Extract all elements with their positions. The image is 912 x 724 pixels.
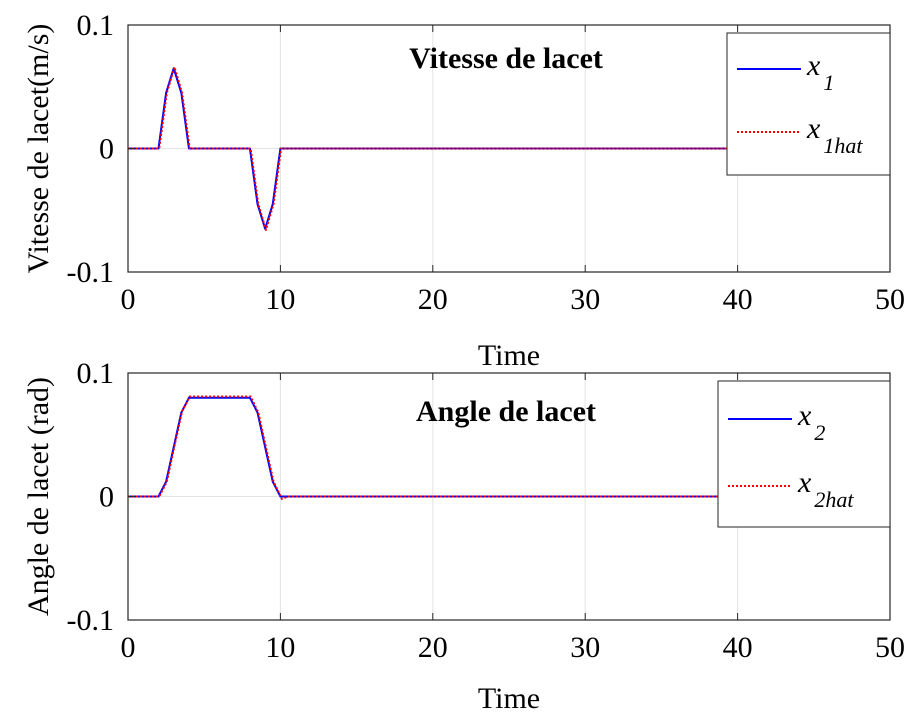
legend-subscript: 1hat: [823, 133, 863, 158]
legend-entry-x2: x2: [797, 399, 825, 445]
series-line-x1hat: [128, 65, 890, 232]
legend-base: x: [806, 49, 821, 82]
y-tick-label: -0.1: [67, 256, 115, 289]
legend-subscript: 2: [814, 420, 825, 445]
y-tick-label: 0.1: [77, 357, 115, 390]
chart-title: Angle de lacet: [416, 395, 596, 428]
x-tick-label: 10: [265, 283, 295, 316]
y-tick-label: 0.1: [77, 9, 115, 42]
x-tick-label: 0: [121, 283, 136, 316]
y-axis-label: Vitesse de lacet(m/s): [22, 24, 55, 274]
legend-subscript: 1: [823, 70, 834, 95]
legend-base: x: [797, 466, 812, 499]
chart-title: Vitesse de lacet: [409, 42, 603, 75]
series-line-x2hat: [128, 395, 890, 500]
x-tick-label: 50: [875, 631, 905, 664]
legend-entry-x2hat: x2hat: [797, 466, 854, 512]
legend-box: [726, 32, 891, 176]
x-tick-label: 30: [570, 631, 600, 664]
x-tick-label: 30: [570, 283, 600, 316]
legend-box: [717, 380, 891, 528]
x-tick-label: 20: [418, 631, 448, 664]
legend-entry-x1hat: x1hat: [806, 112, 863, 158]
y-tick-label: 0: [99, 481, 114, 514]
legend-base: x: [806, 112, 821, 145]
x-tick-label: 0: [121, 631, 136, 664]
x-axis-label: Time: [478, 682, 540, 715]
x-tick-label: 50: [875, 283, 905, 316]
legend-subscript: 2hat: [814, 487, 854, 512]
x-axis-label: Time: [478, 339, 540, 372]
x-tick-label: 40: [723, 283, 753, 316]
x-tick-label: 40: [723, 631, 753, 664]
x-tick-label: 10: [265, 631, 295, 664]
x-tick-label: 20: [418, 283, 448, 316]
y-tick-label: 0: [99, 133, 114, 166]
legend-base: x: [797, 399, 812, 432]
legend-entry-x1: x1: [806, 49, 834, 95]
y-tick-label: -0.1: [67, 604, 115, 637]
y-axis-label: Angle de lacet (rad): [22, 377, 55, 616]
